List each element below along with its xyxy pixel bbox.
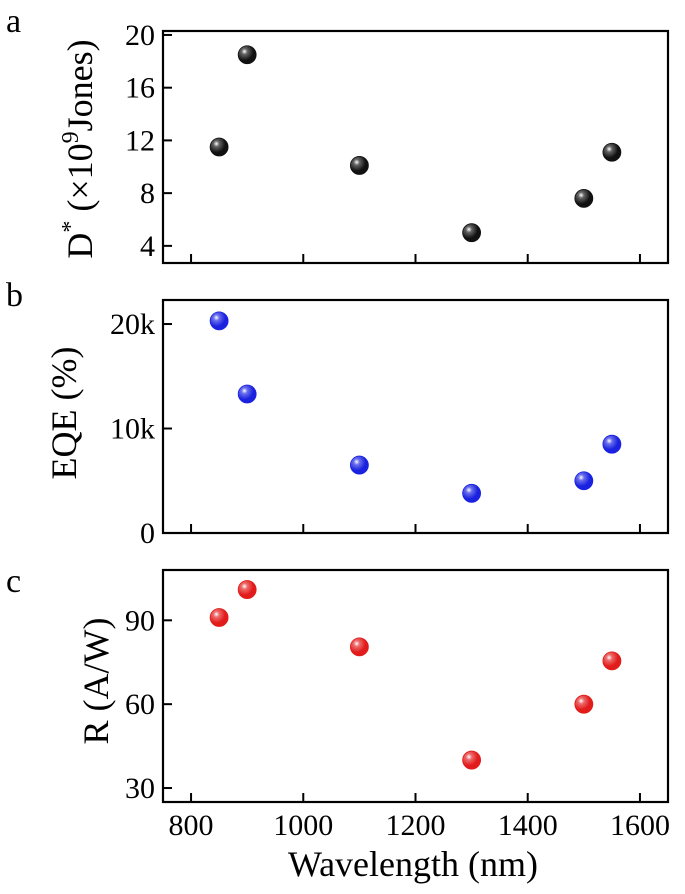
plot-frame [161, 29, 670, 265]
data-point [237, 580, 257, 599]
data-point [602, 434, 622, 454]
x-tick-label: 800 [169, 809, 214, 842]
y-tick-label: 0 [140, 517, 155, 550]
y-tick-label: 20k [110, 308, 155, 341]
y-tick-label: 60 [125, 688, 155, 721]
plot-frame [161, 568, 670, 804]
y-tick-label: 20 [125, 19, 155, 52]
data-point [209, 311, 229, 331]
x-tick-label: 1400 [498, 809, 558, 842]
panel-a-ylabel-rest: (×10 [60, 143, 100, 220]
data-point [462, 483, 482, 503]
data-point [574, 471, 594, 491]
data-point [602, 142, 622, 162]
data-point [349, 455, 369, 475]
data-point [574, 189, 594, 208]
panel-c-y-axis-title: R (A/W) [76, 618, 116, 745]
panel-a-ylabel-main: D [60, 233, 100, 259]
y-tick-label: 12 [125, 124, 155, 157]
data-point [237, 45, 257, 65]
y-tick-label: 90 [125, 604, 155, 637]
y-tick-label: 4 [140, 230, 155, 263]
panel-a-ylabel-unit: Jones) [60, 39, 100, 131]
y-tick-label: 30 [125, 772, 155, 805]
panel-a-label: a [6, 3, 21, 40]
panel-b-y-axis-title: EQE (%) [44, 347, 84, 480]
x-tick-label: 1000 [273, 809, 333, 842]
data-point [462, 223, 482, 243]
x-tick-label: 1600 [610, 809, 670, 842]
x-axis-title: Wavelength (nm) [288, 844, 538, 884]
data-point [602, 651, 622, 671]
panel-a-ylabel-exp: 9 [58, 131, 84, 143]
panel-a-y-axis-title: D* (×109Jones) [58, 39, 100, 258]
panel-b: b EQE (%) 0 10k 20k [6, 277, 670, 550]
data-point [349, 637, 369, 657]
y-tick-label: 10k [110, 413, 155, 446]
data-point [462, 750, 482, 770]
data-point [209, 137, 229, 157]
data-point [574, 694, 594, 714]
panel-c: c R (A/W) Wavelength (nm) 30 60 90 800 1000 1… [6, 563, 670, 884]
y-tick-label: 16 [125, 72, 155, 105]
x-tick-label: 1200 [386, 809, 446, 842]
data-point [209, 608, 229, 627]
y-tick-label: 8 [140, 177, 155, 210]
plot-frame [161, 298, 670, 535]
panel-c-label: c [6, 563, 21, 600]
data-point [349, 156, 369, 175]
data-point [237, 384, 257, 404]
panel-a-ylabel-star: * [58, 221, 84, 233]
panel-b-label: b [6, 277, 23, 314]
panel-a: a D* (×109Jones) 4 8 12 16 20 [6, 3, 670, 265]
